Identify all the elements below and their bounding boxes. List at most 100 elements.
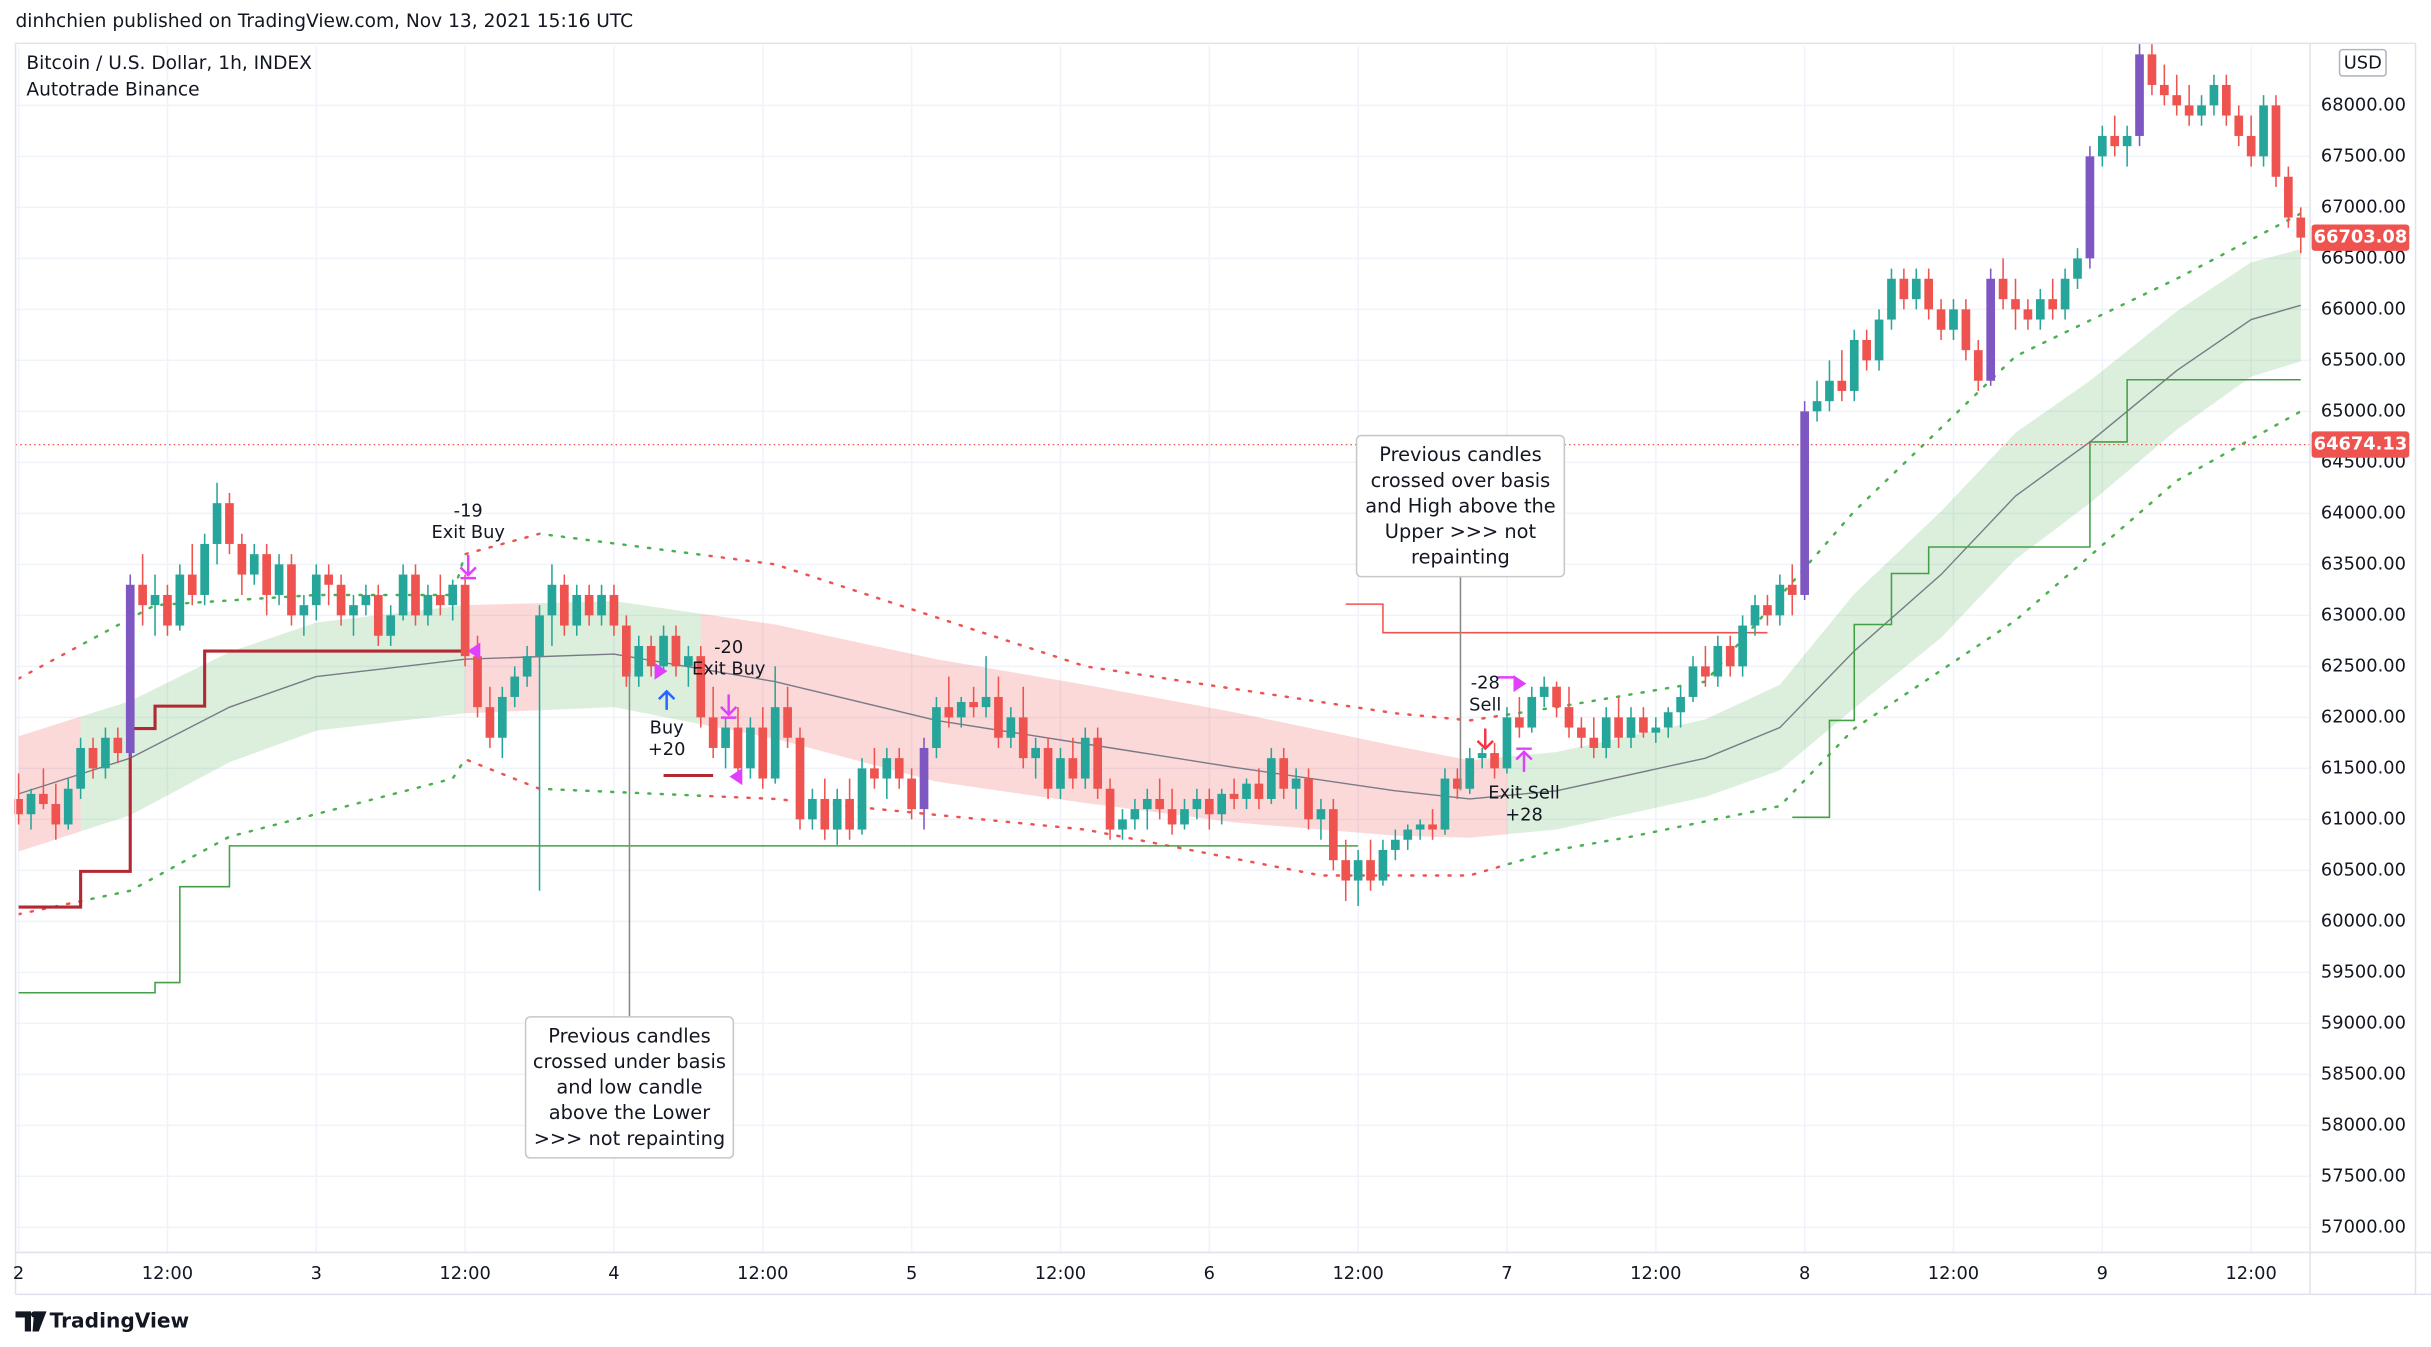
candle-body	[746, 727, 755, 769]
candle-body	[349, 605, 358, 616]
step-line	[18, 378, 2301, 994]
x-tick-label: 8	[1799, 1263, 1810, 1284]
candle-body	[1961, 309, 1971, 351]
candle-body	[14, 798, 23, 815]
candle-body	[1192, 798, 1202, 810]
candle-body	[1936, 309, 1946, 330]
candle-body	[448, 584, 458, 606]
callout-box	[1355, 434, 1566, 578]
candle-body	[1837, 380, 1847, 391]
candle-body	[1763, 605, 1772, 616]
candle-body	[1725, 645, 1735, 667]
candle-body	[1701, 666, 1710, 677]
candle-body	[882, 758, 892, 779]
candle-body	[63, 788, 73, 825]
candle-body	[622, 625, 631, 677]
candle-body	[1440, 778, 1450, 830]
candle-body	[2159, 84, 2169, 96]
x-tick-label: 6	[1204, 1263, 1215, 1284]
candle-body	[1639, 717, 1648, 733]
candle-body	[2085, 156, 2095, 259]
publisher: dinhchien published on TradingView.com, …	[16, 11, 634, 32]
basis-line	[18, 304, 2301, 800]
candle-body	[1515, 717, 1524, 728]
candle-body	[1949, 309, 1958, 330]
candle-body	[857, 768, 867, 830]
candle-body	[634, 645, 644, 677]
candle-body	[497, 696, 507, 738]
candle-body	[237, 543, 247, 575]
candle-body	[820, 798, 830, 830]
candle-body	[1167, 809, 1177, 825]
candle-body	[2147, 54, 2157, 85]
signal-label: Exit Buy	[692, 659, 766, 680]
candle-body	[1490, 753, 1499, 769]
candle-body	[1527, 696, 1537, 728]
candle-body	[646, 645, 656, 667]
exit-buy-arrow	[720, 694, 738, 719]
candle-body	[1787, 584, 1797, 595]
candle-body	[1663, 712, 1673, 728]
candle-body	[212, 503, 222, 544]
x-tick-label: 9	[2097, 1263, 2108, 1284]
candle-body	[473, 656, 482, 708]
candle-body	[2222, 84, 2231, 116]
candle-body	[1986, 278, 1996, 381]
candle-body	[609, 594, 619, 626]
callout-text: above the Lower	[549, 1101, 710, 1124]
candle-body	[1328, 809, 1338, 861]
band-layer	[18, 249, 2301, 852]
candle-body	[1577, 727, 1586, 738]
candle-body	[1539, 686, 1549, 697]
candle-body	[1068, 758, 1078, 779]
candle-body	[2035, 299, 2045, 320]
candle-body	[659, 635, 668, 667]
candle-body	[2246, 135, 2256, 157]
candle-body	[2011, 299, 2020, 310]
candle-body	[101, 737, 110, 769]
callout-text: repainting	[1411, 546, 1510, 569]
candle-body	[76, 747, 85, 789]
callout-text: Upper >>> not	[1385, 520, 1537, 543]
candle-body	[1887, 278, 1896, 320]
candle-body	[1775, 584, 1785, 616]
candle-body	[1973, 350, 1983, 381]
callout-text: >>> not repainting	[534, 1127, 725, 1150]
candle-body	[2234, 115, 2244, 136]
price-label-box	[2311, 431, 2410, 458]
candle-body	[2060, 278, 2070, 310]
candle-body	[522, 656, 532, 677]
x-tick-label: 12:00	[439, 1263, 490, 1284]
candle-body	[2197, 105, 2206, 116]
candle-body	[721, 727, 730, 748]
time-axis-bg	[0, 1252, 2431, 1347]
candle-body	[1378, 849, 1388, 881]
signal-label: +28	[1505, 804, 1543, 825]
step-line	[1345, 603, 1768, 634]
candle-body	[1403, 829, 1413, 840]
candle-body	[1366, 860, 1375, 881]
candle-body	[1564, 707, 1574, 728]
candle-body	[1080, 737, 1090, 779]
y-tick-label: 60000.00	[2321, 910, 2406, 931]
candle-body	[1353, 860, 1363, 881]
x-tick-label: 12:00	[1332, 1263, 1383, 1284]
candle-body	[2284, 176, 2293, 218]
x-tick-label: 2	[13, 1263, 24, 1284]
candle-body	[423, 594, 433, 616]
candle-body	[386, 615, 396, 636]
candle-body	[200, 543, 209, 595]
candle-body	[1998, 278, 2008, 300]
callout-box	[524, 1016, 735, 1159]
candle-body	[1453, 778, 1462, 789]
candle-body	[1651, 727, 1661, 733]
signal-label: -19	[454, 501, 483, 522]
x-tick-label: 12:00	[2225, 1263, 2276, 1284]
candle-body	[411, 574, 420, 616]
sell-arrow	[1476, 728, 1494, 751]
y-tick-label: 57500.00	[2321, 1165, 2406, 1186]
price-axis-bg	[2310, 0, 2431, 1295]
symbol: Bitcoin / U.S. Dollar, 1h, INDEX	[26, 53, 312, 74]
candle-body	[547, 584, 557, 616]
candle-body	[125, 584, 135, 754]
